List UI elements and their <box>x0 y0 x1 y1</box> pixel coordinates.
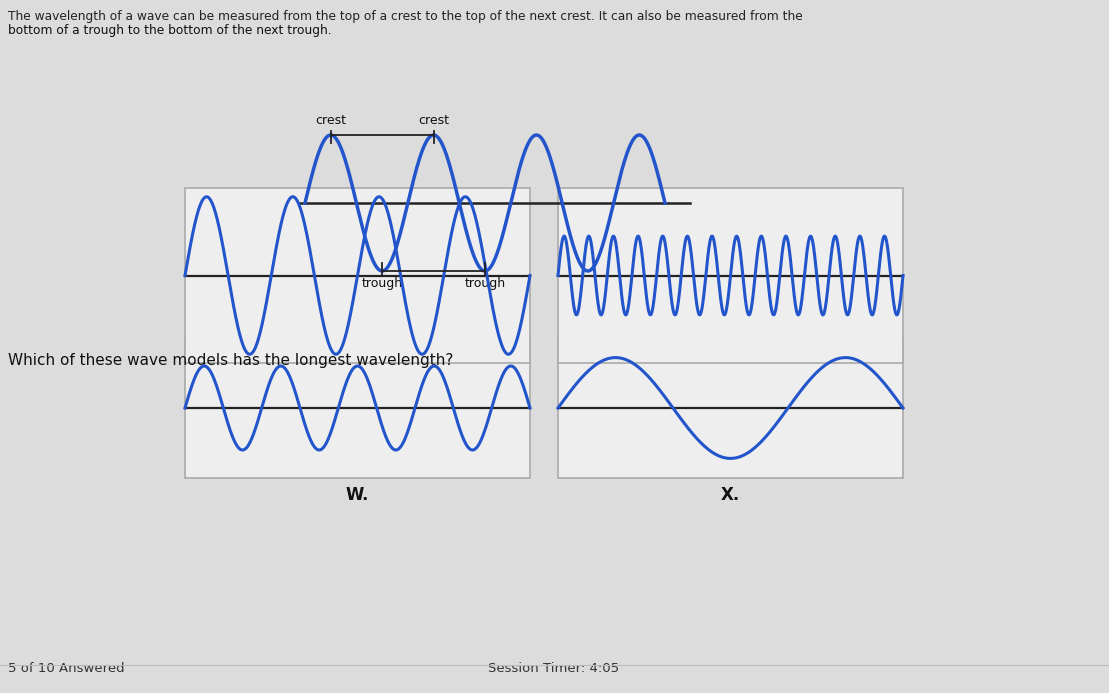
Text: The wavelength of a wave can be measured from the top of a crest to the top of t: The wavelength of a wave can be measured… <box>8 10 803 23</box>
Text: trough: trough <box>362 277 403 290</box>
Text: Session Timer: 4:05: Session Timer: 4:05 <box>488 662 620 675</box>
Text: Which of these wave models has the longest wavelength?: Which of these wave models has the longe… <box>8 353 454 368</box>
Text: 5 of 10 Answered: 5 of 10 Answered <box>8 662 124 675</box>
Bar <box>558 338 903 478</box>
Text: X.: X. <box>721 486 740 504</box>
Text: W.: W. <box>346 486 369 504</box>
Text: crest: crest <box>418 114 449 127</box>
Text: crest: crest <box>315 114 346 127</box>
Text: trough: trough <box>465 277 506 290</box>
Text: bottom of a trough to the bottom of the next trough.: bottom of a trough to the bottom of the … <box>8 24 332 37</box>
Bar <box>185 188 530 363</box>
Bar <box>185 338 530 478</box>
Bar <box>558 188 903 363</box>
